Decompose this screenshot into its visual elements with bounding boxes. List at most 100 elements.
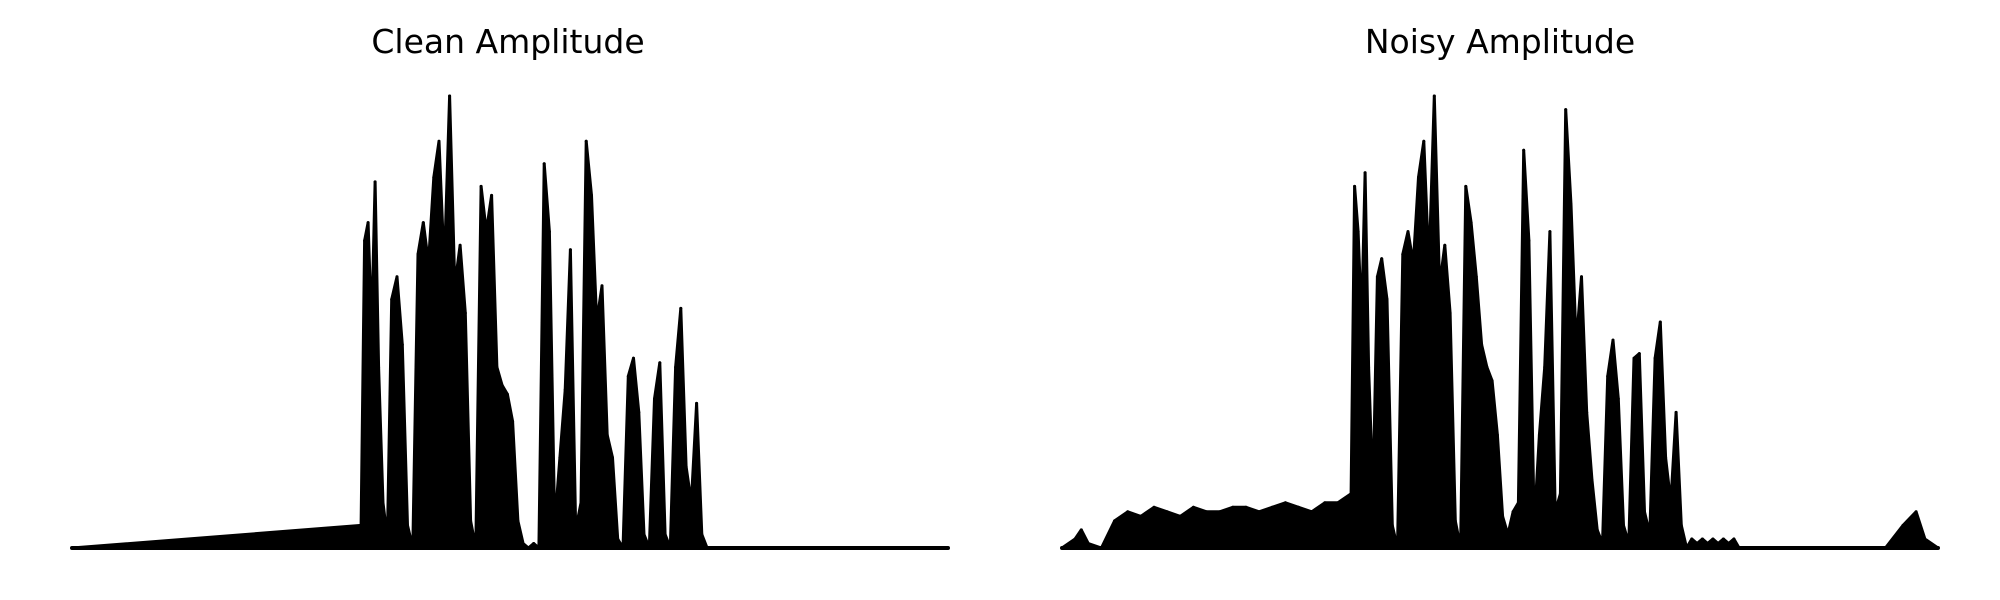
amplitude-point (421, 221, 425, 225)
amplitude-point (1558, 492, 1562, 496)
amplitude-point (1310, 510, 1314, 514)
amplitude-point (490, 193, 494, 197)
amplitude-point (1367, 365, 1371, 369)
amplitude-point (1323, 501, 1327, 505)
amplitude-point (495, 365, 499, 369)
amplitude-point (521, 542, 525, 545)
amplitude-point (674, 365, 678, 369)
amplitude-point (1506, 532, 1510, 536)
amplitude-point (611, 456, 614, 460)
amplitude-point (642, 532, 646, 536)
amplitude-point (381, 501, 385, 505)
amplitude-point (1721, 537, 1725, 541)
amplitude-point (653, 397, 656, 401)
amplitude-point (406, 523, 409, 527)
amplitude-point (595, 320, 599, 324)
amplitude-point (1690, 537, 1694, 541)
amplitude-point (637, 410, 641, 414)
amplitude-point (1511, 510, 1515, 514)
amplitude-point (1653, 356, 1657, 360)
amplitude-point (416, 252, 420, 256)
amplitude-point (1501, 514, 1505, 518)
amplitude-point (1073, 537, 1077, 541)
amplitude-point (458, 243, 462, 247)
amplitude-point (1923, 537, 1927, 541)
amplitude-point (1469, 221, 1473, 225)
amplitude-point (359, 523, 363, 527)
amplitude-point (1079, 528, 1083, 532)
amplitude-point (1553, 510, 1557, 514)
amplitude-point (679, 306, 683, 310)
amplitude-point (1601, 542, 1604, 545)
amplitude-point (1349, 492, 1353, 496)
amplitude-point (1564, 108, 1568, 112)
amplitude-point (511, 419, 515, 423)
amplitude-point (1490, 379, 1494, 383)
amplitude-point (427, 261, 430, 265)
amplitude-point (1371, 492, 1375, 496)
amplitude-point (663, 532, 667, 536)
amplitude-point (1297, 505, 1300, 509)
amplitude-point (1532, 523, 1536, 527)
noisy-waveform-area (1060, 94, 1940, 550)
amplitude-point (1380, 257, 1384, 261)
amplitude-point (632, 356, 635, 360)
amplitude-point (1643, 510, 1646, 514)
amplitude-point (1595, 528, 1599, 532)
amplitude-point (1616, 397, 1620, 401)
amplitude-point (1914, 510, 1918, 514)
amplitude-point (1257, 510, 1261, 514)
amplitude-point (684, 465, 688, 469)
amplitude-point (377, 365, 381, 369)
amplitude-point (516, 519, 520, 523)
amplitude-point (1474, 275, 1478, 279)
amplitude-point (1543, 365, 1547, 369)
amplitude-point (1464, 184, 1468, 188)
amplitude-point (484, 230, 488, 234)
amplitude-point (1427, 266, 1431, 270)
amplitude-point (1231, 505, 1235, 509)
amplitude-point (366, 221, 370, 225)
amplitude-point (1417, 175, 1420, 179)
amplitude-point (584, 139, 588, 143)
amplitude-point (1406, 230, 1410, 234)
amplitude-point (558, 456, 562, 460)
amplitude-point (395, 275, 399, 279)
amplitude-point (1711, 537, 1715, 541)
amplitude-point (1363, 171, 1367, 175)
amplitude-point (453, 284, 457, 288)
amplitude-point (1443, 243, 1447, 247)
amplitude-point (600, 284, 604, 288)
amplitude-point (1548, 230, 1552, 234)
amplitude-point (1611, 338, 1615, 342)
amplitude-point (1632, 356, 1636, 360)
amplitude-point (1637, 352, 1641, 356)
amplitude-point (1422, 139, 1426, 143)
amplitude-point (1674, 410, 1678, 414)
amplitude-point (1375, 275, 1379, 279)
amplitude-point (432, 175, 436, 179)
amplitude-point (373, 180, 377, 184)
amplitude-point (1270, 505, 1274, 509)
amplitude-point (463, 311, 467, 315)
amplitude-point (1627, 542, 1631, 545)
amplitude-point (1569, 203, 1573, 206)
amplitude-point (1732, 537, 1736, 541)
amplitude-point (1390, 523, 1394, 527)
amplitude-point (605, 433, 609, 437)
amplitude-point (1580, 275, 1583, 279)
amplitude-point (1664, 456, 1668, 460)
noisy-amplitude-title: Noisy Amplitude (1364, 22, 1636, 61)
amplitude-point (700, 532, 704, 536)
amplitude-point (1283, 501, 1287, 505)
amplitude-point (1086, 542, 1090, 545)
amplitude-point (1113, 519, 1117, 523)
amplitude-point (1527, 239, 1531, 243)
amplitude-point (437, 139, 441, 143)
amplitude-point (469, 519, 473, 523)
amplitude-point (1191, 505, 1195, 509)
amplitude-point (1411, 261, 1415, 265)
amplitude-point (1356, 230, 1360, 234)
amplitude-point (385, 537, 389, 541)
amplitude-point (1727, 542, 1731, 545)
